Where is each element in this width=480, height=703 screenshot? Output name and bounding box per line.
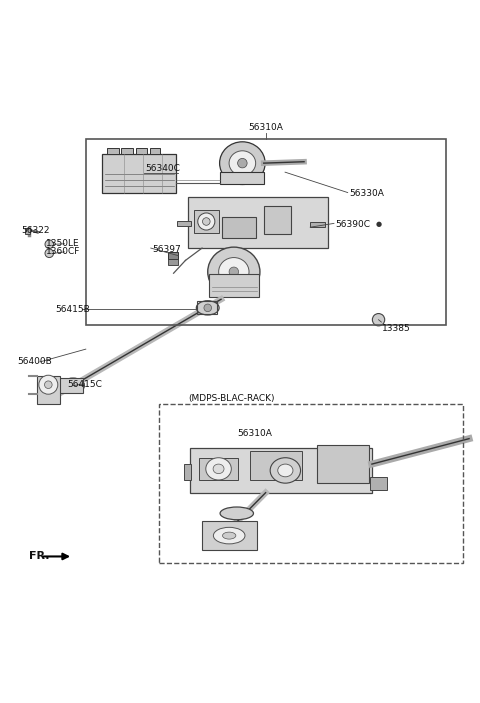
Ellipse shape xyxy=(372,314,384,326)
Ellipse shape xyxy=(213,464,224,474)
Bar xyxy=(86,139,446,325)
Bar xyxy=(209,274,259,297)
Bar xyxy=(37,376,60,404)
Bar xyxy=(371,477,387,489)
Ellipse shape xyxy=(203,218,210,225)
Bar xyxy=(150,148,160,154)
Bar xyxy=(317,445,369,483)
Ellipse shape xyxy=(45,240,54,249)
Bar xyxy=(59,378,84,393)
Ellipse shape xyxy=(206,458,231,480)
Bar xyxy=(199,458,238,480)
Ellipse shape xyxy=(196,301,219,315)
Ellipse shape xyxy=(39,375,58,394)
Bar xyxy=(251,451,302,480)
Text: 56310A: 56310A xyxy=(249,123,284,132)
Bar xyxy=(194,210,219,233)
Bar xyxy=(197,301,217,314)
Bar xyxy=(184,464,191,480)
Ellipse shape xyxy=(208,247,260,297)
Bar xyxy=(168,259,179,264)
Bar xyxy=(190,449,372,493)
Text: 13385: 13385 xyxy=(383,325,411,333)
Ellipse shape xyxy=(238,158,247,168)
Text: FR.: FR. xyxy=(29,551,49,562)
Bar xyxy=(310,222,325,227)
Bar xyxy=(136,148,147,154)
Ellipse shape xyxy=(45,381,52,389)
Ellipse shape xyxy=(223,532,236,539)
Bar xyxy=(264,206,291,234)
Bar xyxy=(107,148,119,154)
Text: ●: ● xyxy=(375,221,381,227)
Bar xyxy=(220,172,264,184)
Text: 56397: 56397 xyxy=(152,245,181,254)
Bar xyxy=(168,252,179,259)
Text: (MDPS-BLAC-RACK): (MDPS-BLAC-RACK) xyxy=(188,394,274,403)
Bar xyxy=(202,522,256,550)
Ellipse shape xyxy=(61,378,84,393)
Bar xyxy=(222,217,256,238)
Text: 1360CF: 1360CF xyxy=(46,247,80,257)
Bar xyxy=(178,221,191,226)
Text: 56390C: 56390C xyxy=(335,220,370,229)
Bar xyxy=(121,148,133,154)
Bar xyxy=(102,154,176,193)
Ellipse shape xyxy=(220,507,253,520)
Bar xyxy=(24,228,30,234)
Ellipse shape xyxy=(219,257,249,286)
Text: 56415B: 56415B xyxy=(55,305,90,314)
Text: 56310A: 56310A xyxy=(237,429,272,437)
Ellipse shape xyxy=(198,213,215,230)
Text: 56322: 56322 xyxy=(22,226,50,235)
Text: 56330A: 56330A xyxy=(349,189,384,198)
Ellipse shape xyxy=(45,249,54,257)
Ellipse shape xyxy=(229,151,256,176)
Text: 56415C: 56415C xyxy=(67,380,102,389)
Ellipse shape xyxy=(219,142,265,184)
Text: 56400B: 56400B xyxy=(17,357,52,366)
Ellipse shape xyxy=(214,527,245,544)
Ellipse shape xyxy=(278,464,293,477)
Ellipse shape xyxy=(270,458,300,483)
Bar xyxy=(188,197,328,248)
Ellipse shape xyxy=(204,304,212,311)
Bar xyxy=(159,404,463,562)
Text: 56340C: 56340C xyxy=(145,164,180,173)
Text: 1350LE: 1350LE xyxy=(46,239,79,248)
Ellipse shape xyxy=(229,267,239,276)
